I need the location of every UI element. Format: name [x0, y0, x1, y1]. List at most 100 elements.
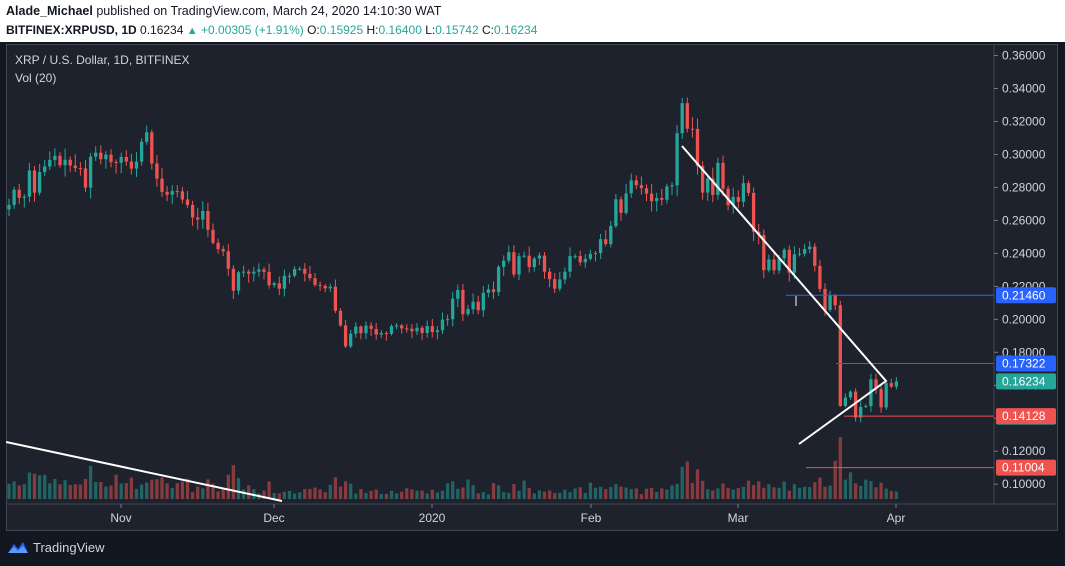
candle-body: [318, 284, 322, 286]
candle-body: [185, 199, 190, 205]
candle-body: [563, 271, 567, 280]
volume-bar: [869, 481, 873, 499]
level-lines: [786, 294, 994, 469]
y-tick-label: 0.26000: [1002, 213, 1046, 227]
candle-body: [374, 328, 378, 335]
symbol-info: BITFINEX:XRPUSD, 1D 0.16234 ▲ +0.00305 (…: [6, 23, 537, 37]
price-axis[interactable]: 0.36000 0.34000 0.32000 0.30000 0.28000 0.260…: [994, 49, 1046, 492]
candle-body: [78, 168, 83, 170]
candle-body: [430, 326, 434, 333]
candle-body: [364, 325, 368, 334]
y-tick-label: 0.12000: [1002, 444, 1046, 458]
volume-bar: [542, 491, 547, 499]
candle-body: [129, 161, 134, 169]
candle-body: [639, 185, 644, 189]
volume-bar: [848, 472, 853, 499]
volume-bar: [782, 481, 786, 499]
volume-bar: [114, 474, 118, 499]
volume-bar: [802, 486, 807, 499]
volume-bar: [522, 480, 526, 499]
volume-bar: [405, 488, 409, 499]
candle-body: [282, 275, 287, 289]
candle-body: [522, 255, 526, 257]
candle-body: [649, 193, 654, 202]
level-labels: 0.214600.173220.1623410:49:400.141280.11…: [996, 287, 1056, 476]
candle-body: [644, 188, 649, 194]
author-name[interactable]: Alade_Michael: [6, 4, 93, 18]
candle-body: [252, 271, 256, 274]
candle-body: [828, 295, 832, 310]
time-axis[interactable]: Nov Dec 2020 Feb Mar Apr: [110, 504, 905, 525]
volume-bar: [22, 484, 26, 499]
volume-bar: [517, 490, 521, 499]
candle-body: [889, 383, 893, 387]
open-value: 0.15925: [319, 23, 364, 37]
candle-body: [700, 165, 705, 193]
volume-bar: [190, 492, 195, 499]
volume-bar: [7, 483, 11, 499]
volume-bar: [420, 490, 424, 499]
y-tick-label: 0.24000: [1002, 246, 1046, 260]
volume-bar: [813, 482, 817, 499]
volume-bar: [277, 493, 281, 499]
price-chart[interactable]: 0.36000 0.34000 0.32000 0.30000 0.28000 0.260…: [6, 44, 1058, 531]
volume-bar: [17, 485, 21, 499]
candle-body: [440, 319, 445, 331]
candle-body: [894, 381, 899, 387]
candle-body: [614, 199, 618, 227]
candle-body: [496, 266, 501, 293]
volume-bar: [757, 481, 761, 499]
volume-bar: [196, 486, 200, 499]
volume-bar: [48, 483, 52, 499]
candle-body: [741, 183, 746, 202]
tradingview-brand[interactable]: TradingView: [33, 540, 105, 555]
volume-bar: [374, 489, 378, 499]
volume-bar: [879, 482, 883, 499]
candle-body: [588, 253, 593, 259]
volume-bar: [226, 474, 230, 499]
candle-body: [476, 301, 480, 311]
candle-body: [726, 188, 730, 206]
volume-bar: [267, 481, 271, 499]
candle-body: [308, 273, 312, 279]
candle-body: [155, 163, 159, 179]
candle-body: [119, 156, 123, 163]
volume-bar: [282, 491, 287, 499]
candle-body: [512, 252, 516, 275]
candle-body: [313, 278, 317, 285]
candle-body: [706, 178, 710, 193]
candle-body: [797, 253, 802, 255]
volume-bar: [150, 479, 154, 499]
volume-bar: [609, 487, 613, 499]
candle-body: [145, 132, 149, 142]
volume-bar: [614, 484, 618, 499]
volume-bar: [527, 487, 531, 499]
candle-body: [670, 185, 674, 187]
volume-bar: [894, 491, 899, 499]
close-label: C:: [481, 23, 494, 37]
y-tick-label: 0.20000: [1002, 312, 1046, 326]
volume-bar: [588, 482, 593, 499]
level-label-box: [996, 287, 1056, 304]
volume-bar: [206, 479, 210, 499]
x-tick-label: Mar: [728, 511, 749, 525]
level-label-text: 0.14128: [1002, 409, 1046, 423]
symbol-label: BITFINEX:XRPUSD, 1D: [6, 23, 137, 37]
volume-bar: [180, 481, 185, 499]
chart-frame[interactable]: [6, 44, 1058, 531]
volume-bar: [496, 485, 501, 499]
volume-bar: [389, 490, 394, 499]
candle-body: [792, 254, 797, 273]
volume-bar: [884, 488, 888, 499]
low-value: 0.15742: [435, 23, 479, 37]
candle-body: [486, 289, 491, 293]
candle-body: [262, 269, 266, 272]
tradingview-logo-icon[interactable]: [7, 540, 29, 554]
volume-bar: [772, 487, 776, 499]
candle-body: [73, 165, 77, 169]
candle-body: [394, 325, 399, 327]
candle-body: [83, 168, 88, 188]
x-tick-label: Dec: [263, 511, 284, 525]
volume-bar: [241, 489, 246, 499]
level-label-box: [996, 355, 1056, 372]
